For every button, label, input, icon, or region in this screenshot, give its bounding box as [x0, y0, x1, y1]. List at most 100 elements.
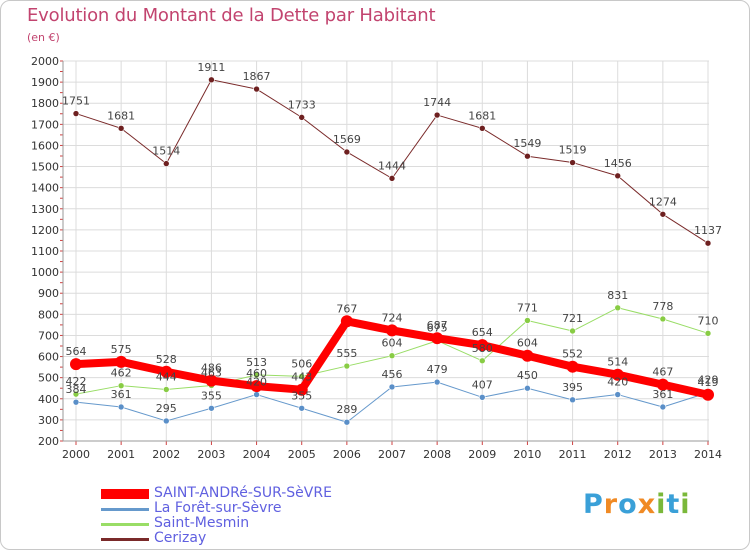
legend-item: La Forêt-sur-Sèvre	[101, 500, 421, 517]
data-point	[476, 339, 489, 352]
legend: SAINT-ANDRé-SUR-SèVRE La Forêt-sur-Sèvre S…	[101, 485, 421, 547]
x-tick-label: 2010	[513, 448, 541, 461]
y-tick-label: 1800	[31, 97, 59, 110]
y-tick-label: 1200	[31, 224, 59, 237]
data-label: 771	[517, 301, 538, 314]
logo-letter: t	[666, 489, 681, 520]
data-label: 420	[246, 376, 267, 389]
data-point	[253, 391, 260, 398]
data-point	[431, 332, 444, 345]
data-point	[611, 368, 624, 381]
logo-letter: x	[637, 489, 657, 520]
data-label: 1456	[604, 157, 632, 170]
data-label: 450	[517, 369, 538, 382]
data-point	[162, 160, 170, 167]
data-label: 1681	[468, 109, 496, 122]
data-point	[160, 365, 173, 378]
data-point	[524, 152, 531, 160]
data-point	[614, 172, 622, 180]
logo-letter: i	[680, 489, 691, 520]
data-label: 422	[66, 375, 87, 388]
data-label: 675	[427, 322, 448, 335]
data-label: 831	[607, 289, 628, 302]
x-tick-label: 2001	[107, 448, 135, 461]
legend-label: Saint-Mesmin	[154, 515, 250, 531]
data-point	[566, 360, 579, 373]
data-label: 361	[111, 388, 132, 401]
data-label: 463	[201, 366, 222, 379]
data-label: 767	[336, 302, 357, 315]
logo-letter: P	[583, 489, 604, 520]
legend-item: Cerizay	[101, 530, 421, 547]
data-point	[162, 417, 170, 425]
data-point	[702, 388, 714, 401]
legend-swatch	[101, 508, 149, 511]
data-label: 479	[427, 363, 448, 376]
data-label: 528	[156, 353, 177, 366]
x-tick-label: 2008	[423, 448, 451, 461]
data-label: 1274	[649, 195, 677, 208]
data-point	[72, 390, 80, 398]
data-label: 1733	[288, 98, 316, 111]
y-tick-label: 1100	[31, 245, 59, 258]
data-label: 429	[698, 374, 719, 387]
data-point	[524, 384, 531, 392]
data-point	[343, 362, 351, 370]
data-point	[250, 380, 263, 393]
y-tick-label: 2000	[31, 55, 59, 68]
y-tick-label: 200	[38, 435, 59, 448]
y-tick-label: 1400	[31, 182, 59, 195]
data-point	[521, 349, 534, 362]
data-point	[298, 373, 306, 380]
data-label: 513	[246, 356, 267, 369]
legend-item: SAINT-ANDRé-SUR-SèVRE	[101, 485, 421, 502]
data-point	[704, 330, 712, 337]
data-label: 575	[111, 343, 132, 356]
data-label: 580	[472, 342, 493, 355]
data-point	[253, 371, 260, 379]
data-label: 289	[336, 403, 357, 416]
legend-label: La Forêt-sur-Sèvre	[154, 500, 282, 516]
y-tick-label: 1500	[31, 161, 59, 174]
data-point	[659, 315, 667, 323]
data-label: 506	[291, 357, 312, 370]
data-point	[659, 210, 667, 218]
data-label: 1514	[152, 145, 180, 158]
data-point	[614, 304, 622, 312]
x-tick-label: 2007	[378, 448, 406, 461]
data-label: 419	[698, 376, 719, 389]
x-tick-label: 2006	[333, 448, 361, 461]
data-label: 395	[562, 381, 583, 394]
logo-letter: o	[618, 489, 638, 520]
data-point	[388, 352, 396, 360]
data-label: 1519	[559, 144, 587, 157]
data-label: 460	[246, 367, 267, 380]
y-tick-label: 900	[38, 287, 59, 300]
data-label: 462	[111, 367, 132, 380]
data-label: 420	[607, 376, 628, 389]
chart-subtitle: (en €)	[27, 31, 60, 44]
data-point	[524, 317, 531, 324]
data-label: 778	[652, 300, 673, 313]
data-label: 654	[472, 326, 493, 339]
legend-item: Saint-Mesmin	[101, 515, 421, 532]
data-label: 444	[156, 370, 177, 383]
y-tick-label: 1900	[31, 76, 59, 89]
data-point	[569, 396, 576, 404]
y-tick-label: 1600	[31, 139, 59, 152]
data-point	[70, 358, 82, 371]
data-label: 1751	[62, 95, 90, 108]
data-point	[205, 374, 218, 387]
data-label: 443	[291, 371, 312, 384]
y-tick-label: 500	[38, 372, 59, 385]
legend-swatch	[101, 538, 149, 541]
data-point	[253, 85, 260, 93]
data-label: 604	[517, 337, 538, 350]
data-label: 384	[66, 383, 87, 396]
legend-swatch	[101, 523, 149, 526]
data-label: 361	[652, 388, 673, 401]
legend-label: SAINT-ANDRé-SUR-SèVRE	[154, 485, 332, 501]
data-point	[72, 110, 80, 117]
data-label: 604	[382, 337, 403, 350]
